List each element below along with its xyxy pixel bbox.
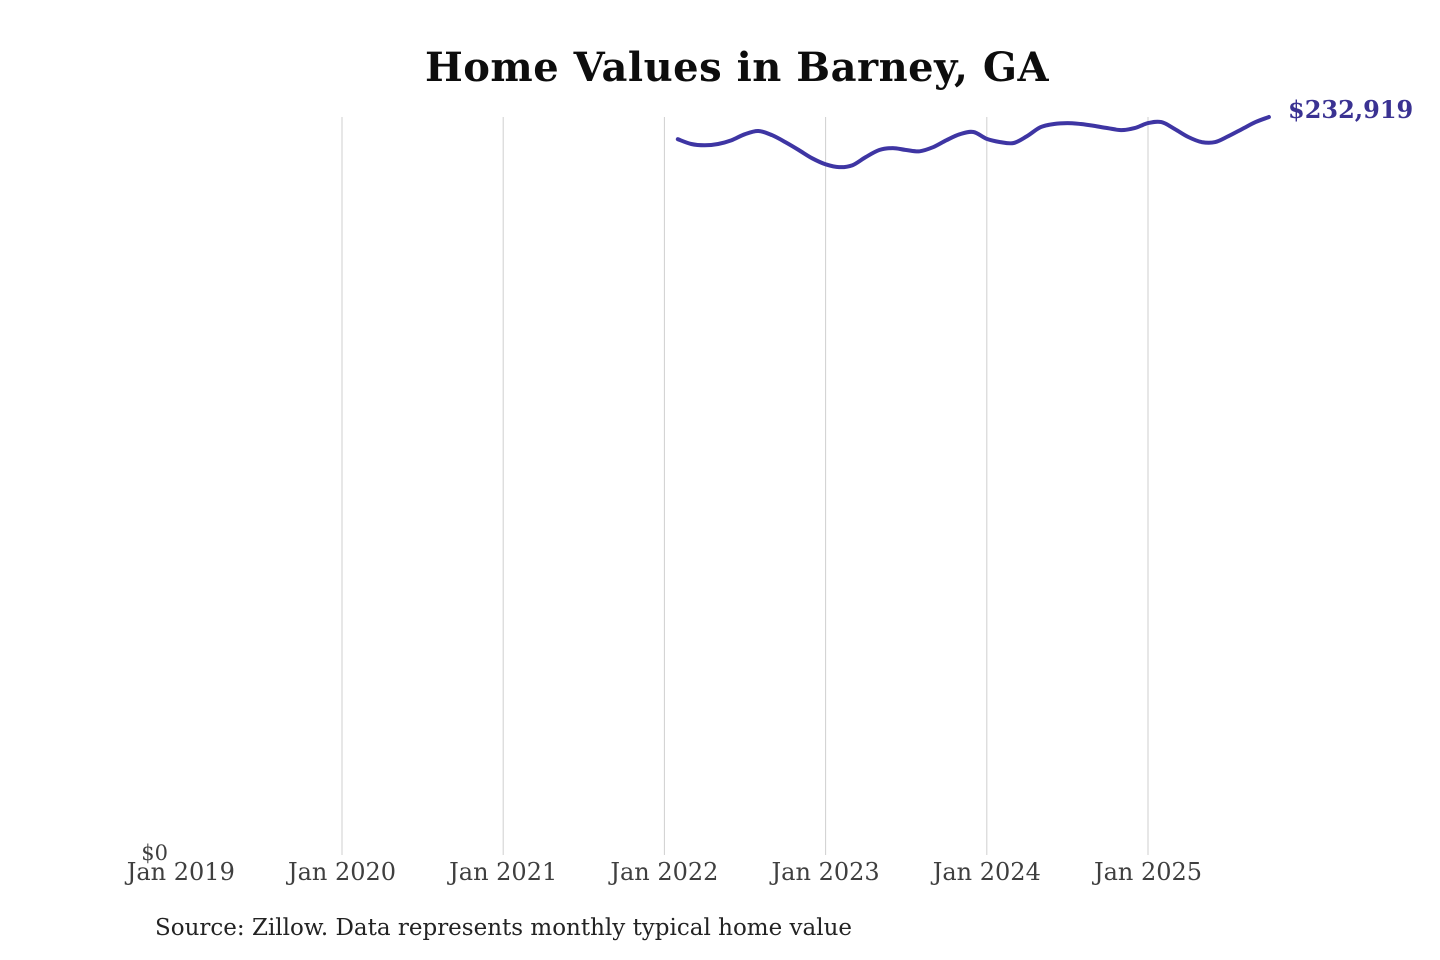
end-value-label: $232,919 [1288,95,1414,124]
page-title: Home Values in Barney, GA [424,44,1050,91]
gridline-group [341,117,1149,855]
home-values-line [675,115,1271,170]
source-note: Source: Zillow. Data represents monthly … [155,915,853,941]
y-zero-tick-label: $0 [141,841,168,865]
